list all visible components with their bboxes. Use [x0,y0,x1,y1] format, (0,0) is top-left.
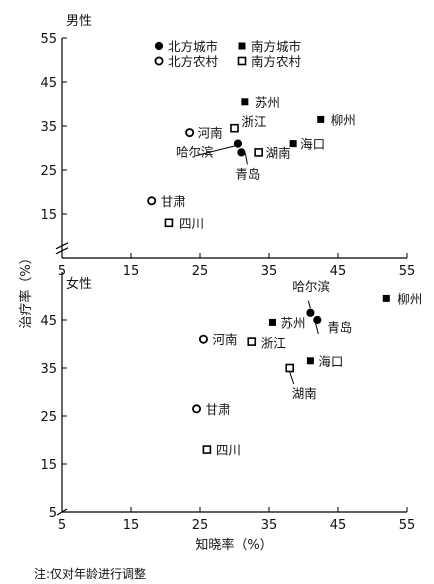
y-tick-label: 45 [40,314,57,329]
x-tick-label: 55 [399,264,416,279]
x-tick-label: 25 [192,264,209,279]
data-label: 海口 [300,137,325,152]
x-tick-label: 35 [261,518,278,533]
leader-line [289,371,295,385]
legend-label: 南方农村 [251,54,302,69]
legend-marker [154,41,164,51]
data-label: 柳州 [331,112,356,127]
data-point [192,404,202,414]
data-label: 湖南 [266,145,291,160]
data-label: 四川 [216,443,241,458]
x-tick-label: 55 [399,518,416,533]
axis-break-mark [55,247,69,255]
y-tick-label: 35 [40,362,57,377]
data-label: 哈尔滨 [292,279,330,294]
data-point [313,315,322,325]
legend-marker [238,42,246,50]
data-point [289,140,297,148]
data-point [147,196,157,206]
x-tick-label: 35 [261,264,278,279]
panel-title: 女性 [66,276,92,292]
data-label: 浙江 [261,336,286,351]
leader-line [244,153,248,165]
data-point [202,445,212,454]
x-axis-title: 知晓率（%） [195,537,272,553]
data-label: 苏州 [280,315,305,330]
data-point [247,337,257,346]
y-tick-label: 25 [40,164,57,179]
leader-line [314,321,319,335]
data-label: 柳州 [397,291,422,306]
y-axis-title: 治疗率（%） [18,251,34,328]
y-tick-label: 35 [40,120,57,135]
data-point [285,363,295,373]
data-point [306,308,315,317]
data-point [233,139,243,148]
panel-title: 男性 [66,14,92,29]
x-tick-label: 5 [58,264,66,279]
y-tick-label: 15 [40,208,57,223]
data-label: 甘肃 [206,402,231,417]
y-tick-label: 25 [40,410,57,425]
data-point [198,334,208,344]
leader-line [195,145,237,157]
data-point [230,123,239,133]
data-point [254,148,263,157]
legend-marker [154,56,164,66]
y-tick-label: 45 [40,76,57,91]
x-tick-label: 15 [123,518,140,533]
x-tick-label: 45 [330,264,347,279]
data-point [164,218,174,228]
data-label: 河南 [212,332,237,347]
x-tick-label: 5 [58,518,66,533]
data-point [185,128,195,138]
data-point [268,318,276,326]
axis-break-mark [55,242,69,250]
data-label: 甘肃 [161,194,186,209]
data-label: 浙江 [242,114,267,129]
data-label: 哈尔滨 [176,145,214,160]
footnote: 注:仅对年龄进行调整 [34,566,146,581]
x-tick-label: 45 [330,518,347,533]
legend-label: 北方城市 [168,39,218,54]
data-label: 湖南 [292,386,317,401]
data-point [237,148,246,157]
data-label: 河南 [198,126,223,141]
data-point [317,115,325,123]
data-point [306,357,314,365]
data-label: 海口 [318,354,343,369]
data-label: 青岛 [327,320,352,335]
data-point [241,98,249,106]
y-tick-label: 55 [40,32,57,47]
y-tick-label: 15 [40,458,57,473]
y-tick-label: 5 [49,506,57,521]
legend-label: 北方农村 [168,54,219,69]
legend-label: 南方城市 [251,39,301,54]
data-point [382,294,390,302]
legend-marker [237,56,247,66]
x-tick-label: 15 [123,264,140,279]
leader-line [307,300,311,309]
x-tick-label: 25 [192,518,209,533]
data-label: 四川 [179,216,204,231]
data-label: 苏州 [255,95,280,110]
data-label: 青岛 [235,166,260,181]
